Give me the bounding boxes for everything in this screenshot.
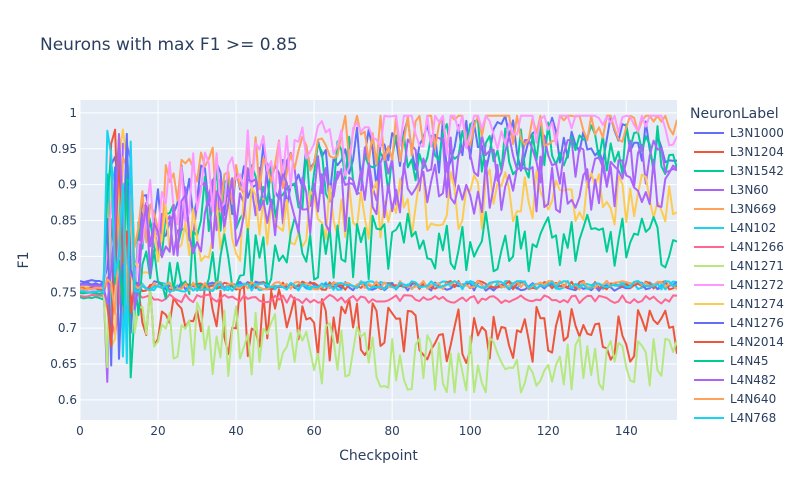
legend-item-l3n669[interactable]: L3N669	[694, 202, 776, 216]
y-axis: 0.6 0.65 0.7 0.75 0.8 0.85 0.9 0.95 1	[50, 106, 77, 407]
x-tick-label: 0	[76, 424, 84, 438]
y-tick-label: 0.85	[50, 214, 77, 228]
y-tick-label: 0.6	[58, 393, 77, 407]
legend-item-l4n1272[interactable]: L4N1272	[694, 278, 784, 292]
series-line-l4n1274[interactable]	[80, 128, 677, 348]
legend-label: L4N2014	[730, 335, 784, 349]
legend-item-l4n1271[interactable]: L4N1271	[694, 259, 784, 273]
y-tick-label: 0.9	[58, 178, 77, 192]
x-axis-title: Checkpoint	[339, 448, 418, 464]
series-line-l4n1272[interactable]	[80, 114, 677, 329]
legend-item-l4n640[interactable]: L4N640	[694, 392, 776, 406]
legend-item-l4n2014[interactable]: L4N2014	[694, 335, 784, 349]
y-axis-title: F1	[16, 252, 32, 269]
x-tick-label: 40	[228, 424, 243, 438]
legend-item-l3n1000[interactable]: L3N1000	[694, 126, 784, 140]
x-axis: 0 20 40 60 80 100 120 140	[76, 424, 638, 438]
x-tick-label: 100	[459, 424, 482, 438]
legend-label: L3N60	[730, 183, 769, 197]
x-tick-label: 120	[537, 424, 560, 438]
legend-label: L3N669	[730, 202, 776, 216]
series-line-l4n1271[interactable]	[80, 173, 677, 394]
legend-label: L4N1274	[730, 297, 784, 311]
y-tick-label: 1	[69, 106, 77, 120]
chart-title: Neurons with max F1 >= 0.85	[40, 35, 298, 55]
legend-item-l4n1276[interactable]: L4N1276	[694, 316, 784, 330]
plot-background	[80, 100, 677, 420]
plot-area	[80, 114, 677, 394]
y-tick-label: 0.75	[50, 285, 77, 299]
legend-item-l4n1266[interactable]: L4N1266	[694, 240, 784, 254]
legend-item-l3n1542[interactable]: L3N1542	[694, 164, 784, 178]
legend: L3N1000 L3N1204 L3N1542 L3N60 L3N669 L4N102 L4…	[694, 126, 784, 425]
legend-item-l3n60[interactable]: L3N60	[694, 183, 769, 197]
x-tick-label: 20	[150, 424, 165, 438]
legend-label: L3N1542	[730, 164, 784, 178]
series-line-l4n45[interactable]	[80, 157, 677, 317]
legend-label: L4N1266	[730, 240, 784, 254]
y-tick-label: 0.65	[50, 357, 77, 371]
legend-label: L4N1271	[730, 259, 784, 273]
legend-label: L3N1000	[730, 126, 784, 140]
series-line-l4n768[interactable]	[80, 129, 677, 365]
legend-label: L3N1204	[730, 145, 784, 159]
legend-title: NeuronLabel	[690, 106, 779, 122]
legend-label: L4N640	[730, 392, 776, 406]
legend-label: L4N45	[730, 354, 769, 368]
legend-item-l4n768[interactable]: L4N768	[694, 411, 776, 425]
series-line-l3n1204[interactable]	[80, 128, 677, 364]
x-tick-label: 80	[385, 424, 400, 438]
y-tick-label: 0.8	[58, 249, 77, 263]
y-tick-label: 0.95	[50, 142, 77, 156]
legend-label: L4N482	[730, 373, 776, 387]
series-line-l4n482[interactable]	[80, 133, 677, 327]
legend-item-l4n45[interactable]: L4N45	[694, 354, 769, 368]
legend-item-l4n482[interactable]: L4N482	[694, 373, 776, 387]
legend-label: L4N1276	[730, 316, 784, 330]
legend-item-l4n1274[interactable]: L4N1274	[694, 297, 784, 311]
legend-label: L4N768	[730, 411, 776, 425]
series-line-l4n1266[interactable]	[80, 240, 677, 337]
x-tick-label: 60	[306, 424, 321, 438]
legend-label: L4N102	[730, 221, 776, 235]
y-tick-label: 0.7	[58, 321, 77, 335]
legend-label: L4N1272	[730, 278, 784, 292]
legend-item-l3n1204[interactable]: L3N1204	[694, 145, 784, 159]
legend-item-l4n102[interactable]: L4N102	[694, 221, 776, 235]
x-tick-label: 140	[615, 424, 638, 438]
